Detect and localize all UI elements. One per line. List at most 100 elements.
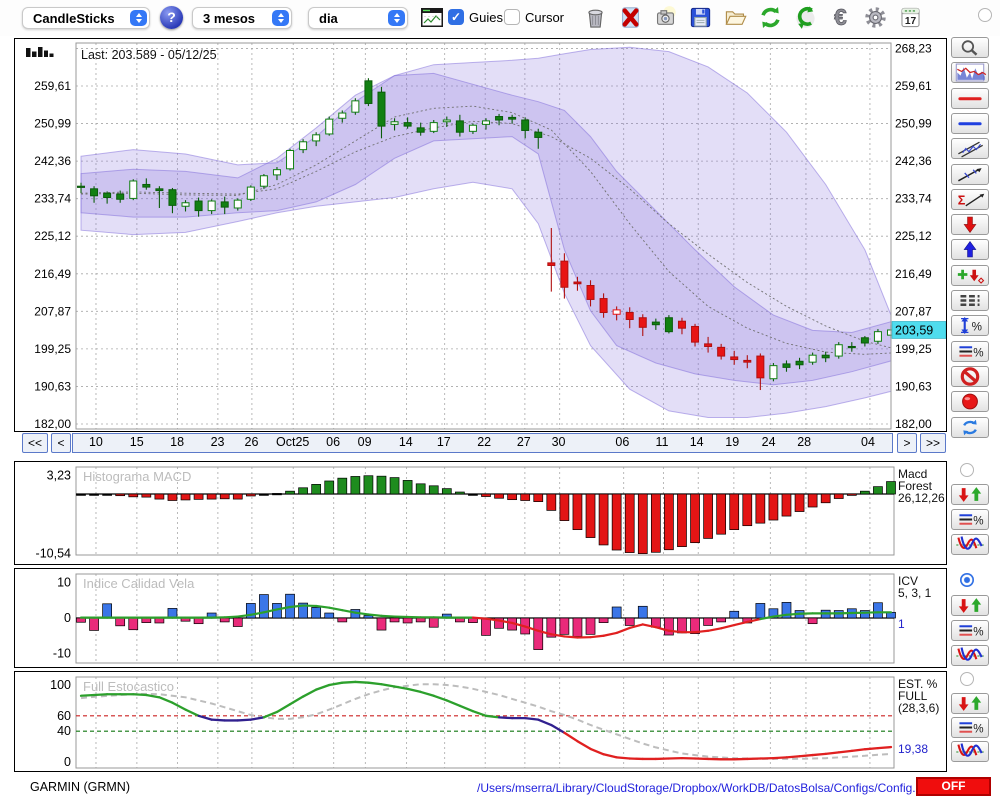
icv-value: 1 [898, 617, 905, 631]
cursor-checkbox[interactable]: Cursor [504, 9, 564, 25]
macd-panel[interactable]: 3,23 -10,54 Histograma MACD Macd Forest 2… [14, 461, 947, 565]
left-axis-label: 233,74 [34, 192, 71, 206]
est-label-1: EST. % [898, 677, 938, 691]
date-label: 06 [326, 435, 341, 449]
toolbar: CandleSticks ? 3 mesos dia Guies Cursor … [0, 0, 1000, 36]
euro-icon[interactable]: € [828, 5, 853, 30]
left-axis-label: 225,12 [34, 229, 71, 243]
icv-y-label: 0 [64, 611, 71, 625]
interval-select[interactable]: dia [308, 7, 408, 29]
histogram-mini-icon[interactable] [24, 45, 56, 61]
icv-lines-percent-icon[interactable]: % [951, 620, 989, 641]
date-label: 22 [477, 435, 492, 449]
last-price-tag [891, 321, 946, 339]
chart-type-select[interactable]: CandleSticks [22, 7, 150, 29]
stochastic-panel[interactable]: 100 60 40 0 Full Estocastico EST. % FULL (2… [14, 671, 947, 772]
save-icon[interactable] [688, 5, 713, 30]
date-label: Oct25 [275, 435, 310, 449]
est-curve-icon[interactable] [951, 741, 989, 762]
svg-text:%: % [972, 321, 982, 334]
cursor-label: Cursor [525, 9, 565, 25]
period-select[interactable]: 3 mesos [192, 7, 292, 29]
channel-icon[interactable] [951, 138, 989, 160]
date-label: 09 [357, 435, 372, 449]
sync-icon[interactable] [793, 5, 818, 30]
icv-panel[interactable]: 10 0 -10 Indice Calidad Vela ICV 5, 3, 1 1 [14, 568, 947, 668]
date-label: 30 [551, 435, 566, 449]
guies-checkbox[interactable]: Guies [448, 9, 503, 25]
refresh-icon[interactable] [758, 5, 783, 30]
scroll-prev-button[interactable]: < [51, 433, 71, 453]
zoom-icon[interactable] [951, 37, 989, 58]
date-label: 14 [398, 435, 413, 449]
icv-curve-icon[interactable] [951, 645, 989, 666]
icv-y-label: 10 [57, 576, 71, 590]
date-axis-strip[interactable]: 10 15 18 23 26 Oct25 06 09 14 17 22 27 30 06 11 14 19 24 2… [72, 433, 893, 453]
est-lines-percent-icon[interactable]: % [951, 717, 989, 738]
est-y-label: 60 [57, 709, 71, 723]
chart-type-value: CandleSticks [33, 10, 115, 26]
blue-line-icon[interactable] [951, 112, 989, 134]
scroll-last-button[interactable]: >> [920, 433, 946, 453]
settings-icon[interactable] [863, 5, 888, 30]
off-button[interactable]: OFF [916, 777, 991, 796]
date-label: 18 [170, 435, 185, 449]
snapshot-icon[interactable] [653, 5, 678, 30]
red-line-icon[interactable] [951, 87, 989, 109]
open-folder-icon[interactable] [723, 5, 748, 30]
right-axis-label: 233,74 [895, 192, 932, 206]
lines-percent-icon[interactable]: % [951, 340, 989, 362]
sigma-icon[interactable]: Σ [951, 188, 989, 210]
refresh-blue-icon[interactable] [951, 416, 989, 438]
volume-chart-icon[interactable] [951, 62, 989, 84]
calendar-icon[interactable]: 17 [898, 5, 923, 30]
est-radio[interactable] [960, 672, 974, 686]
right-axis-label: 268,23 [895, 41, 932, 55]
date-label: 27 [516, 435, 531, 449]
status-bar: GARMIN (GRMN) /Users/mserra/Library/Clou… [0, 774, 1000, 800]
chart-window-icon[interactable] [420, 7, 444, 28]
est-trend-arrows-icon[interactable] [951, 693, 989, 714]
arrow-down-icon[interactable] [951, 214, 989, 236]
checkbox-unchecked-icon [504, 9, 520, 25]
icv-radio[interactable] [960, 573, 974, 587]
macd-y-bottom: -10,54 [36, 547, 71, 561]
checkbox-checked-icon [448, 9, 464, 25]
chevron-updown-icon [388, 10, 405, 26]
svg-text:%: % [973, 346, 983, 359]
help-button[interactable]: ? [160, 6, 183, 29]
vertical-range-percent-icon[interactable]: % [951, 315, 989, 337]
macd-lines-percent-icon[interactable]: % [951, 509, 989, 530]
trendline-icon[interactable] [951, 163, 989, 185]
left-axis-label: 190,63 [34, 379, 71, 393]
chevron-updown-icon [272, 10, 289, 26]
price-chart-panel[interactable]: 268,23 259,61 259,61 250,99 250,99 242,36 242,… [14, 38, 947, 432]
guies-label: Guies [469, 9, 503, 25]
list-lines-icon[interactable] [951, 290, 989, 311]
macd-curve-icon[interactable] [951, 534, 989, 555]
add-marker-icon[interactable] [951, 264, 989, 286]
macd-trend-arrows-icon[interactable] [951, 484, 989, 505]
macd-radio[interactable] [960, 463, 974, 477]
date-label: 17 [436, 435, 451, 449]
price-chart-canvas[interactable]: 268,23 259,61 259,61 250,99 250,99 242,36 242,… [15, 39, 946, 431]
forbid-icon[interactable] [951, 365, 989, 387]
toolbar-radio[interactable] [978, 8, 992, 22]
icv-trend-arrows-icon[interactable] [951, 595, 989, 616]
date-label: 06 [615, 435, 630, 449]
date-label: 10 [88, 435, 103, 449]
date-scrollbar: << < 10 15 18 23 26 Oct25 06 09 14 17 22 27 30 06 11 14… [14, 433, 947, 454]
scroll-first-button[interactable]: << [22, 433, 48, 453]
macd-label-2: Forest [898, 479, 933, 493]
trash-icon[interactable] [583, 5, 608, 30]
right-axis-label: 199,25 [895, 342, 932, 356]
right-axis-label: 250,99 [895, 117, 932, 131]
delete-icon[interactable] [618, 5, 643, 30]
left-axis-label: 250,99 [34, 117, 71, 131]
scroll-next-button[interactable]: > [897, 433, 917, 453]
period-value: 3 mesos [203, 10, 256, 26]
arrow-up-icon[interactable] [951, 239, 989, 261]
record-icon[interactable] [951, 391, 989, 413]
